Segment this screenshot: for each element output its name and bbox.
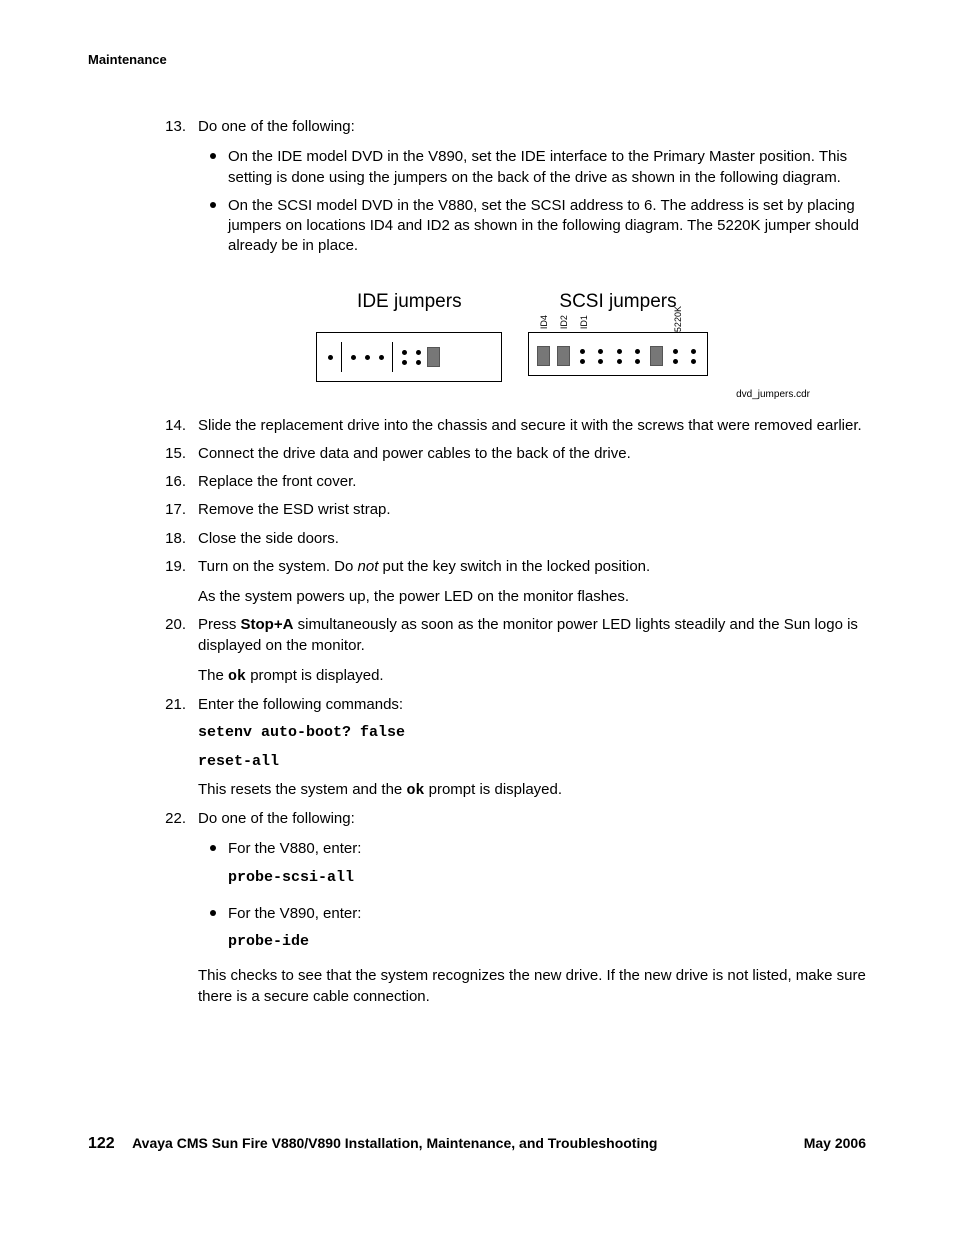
- footer-title: Avaya CMS Sun Fire V880/V890 Installatio…: [132, 1135, 657, 1151]
- subtext-post: prompt is displayed.: [424, 781, 562, 798]
- step-number: 13.: [158, 117, 186, 263]
- step-16: 16. Replace the front cover.: [158, 472, 866, 492]
- step-text-post: simultaneously as soon as the monitor po…: [198, 616, 858, 653]
- scsi-jumper-box: [528, 332, 707, 376]
- bullet-icon: [210, 153, 216, 159]
- command-reset-all: reset-all: [198, 752, 866, 772]
- scsi-pin-labels: ID4 ID2 ID1 5220K: [534, 316, 713, 328]
- step-text: Slide the replacement drive into the cha…: [198, 416, 866, 436]
- step-text: Enter the following commands:: [198, 696, 403, 713]
- step-text-post: put the key switch in the locked positio…: [378, 558, 650, 575]
- step-text: Do one of the following:: [198, 810, 355, 827]
- step-21: 21. Enter the following commands: setenv…: [158, 695, 866, 801]
- step-20: 20. Press Stop+A simultaneously as soon …: [158, 615, 866, 687]
- step-text: Connect the drive data and power cables …: [198, 444, 866, 464]
- bullet-item: For the V890, enter: probe-ide: [198, 904, 866, 961]
- bullet-item: For the V880, enter: probe-scsi-all: [198, 839, 866, 896]
- step-15: 15. Connect the drive data and power cab…: [158, 444, 866, 464]
- step-13: 13. Do one of the following: On the IDE …: [158, 117, 866, 263]
- ok-prompt: ok: [228, 668, 246, 685]
- bullet-item: On the IDE model DVD in the V890, set th…: [198, 147, 866, 188]
- footer-date: May 2006: [804, 1135, 866, 1151]
- step-subtext: As the system powers up, the power LED o…: [198, 587, 866, 607]
- bullet-text: On the SCSI model DVD in the V880, set t…: [228, 196, 866, 257]
- step-text-pre: Press: [198, 616, 241, 633]
- command-probe-scsi: probe-scsi-all: [228, 868, 866, 888]
- step-18: 18. Close the side doors.: [158, 529, 866, 549]
- step-text: Replace the front cover.: [198, 472, 866, 492]
- subtext-pre: This resets the system and the: [198, 781, 406, 798]
- step-22: 22. Do one of the following: For the V88…: [158, 809, 866, 1007]
- emphasis-not: not: [358, 558, 379, 575]
- step-number: 15.: [158, 444, 186, 464]
- section-header: Maintenance: [88, 52, 866, 67]
- step-17: 17. Remove the ESD wrist strap.: [158, 500, 866, 520]
- bullet-icon: [210, 910, 216, 916]
- command-probe-ide: probe-ide: [228, 932, 866, 952]
- step-14: 14. Slide the replacement drive into the…: [158, 416, 866, 436]
- scsi-diagram: SCSI jumpers ID4 ID2 ID1 5220K: [528, 289, 707, 383]
- step-subtext: This checks to see that the system recog…: [198, 966, 866, 1007]
- bullet-item: On the SCSI model DVD in the V880, set t…: [198, 196, 866, 257]
- step-number: 19.: [158, 557, 186, 608]
- ok-prompt: ok: [406, 782, 424, 799]
- step-number: 14.: [158, 416, 186, 436]
- ide-jumper-box: [316, 332, 502, 382]
- step-number: 21.: [158, 695, 186, 801]
- step-text: Remove the ESD wrist strap.: [198, 500, 866, 520]
- step-number: 18.: [158, 529, 186, 549]
- diagram-caption: dvd_jumpers.cdr: [158, 388, 810, 402]
- keycombo: Stop+A: [241, 616, 294, 633]
- step-text: Close the side doors.: [198, 529, 866, 549]
- bullet-icon: [210, 845, 216, 851]
- bullet-text: For the V890, enter:: [228, 905, 361, 922]
- command-setenv: setenv auto-boot? false: [198, 723, 866, 743]
- page-footer: 122 Avaya CMS Sun Fire V880/V890 Install…: [88, 1135, 866, 1153]
- ide-title: IDE jumpers: [316, 289, 502, 315]
- ide-diagram: IDE jumpers: [316, 289, 502, 383]
- step-text: Do one of the following:: [198, 118, 355, 135]
- bullet-icon: [210, 202, 216, 208]
- jumper-diagram: IDE jumpers SCSI jumpers ID4: [158, 289, 866, 383]
- subtext-post: prompt is displayed.: [246, 667, 384, 684]
- step-number: 17.: [158, 500, 186, 520]
- step-number: 22.: [158, 809, 186, 1007]
- subtext-pre: The: [198, 667, 228, 684]
- step-19: 19. Turn on the system. Do not put the k…: [158, 557, 866, 608]
- step-text-pre: Turn on the system. Do: [198, 558, 358, 575]
- page-number: 122: [88, 1135, 115, 1152]
- bullet-text: On the IDE model DVD in the V890, set th…: [228, 147, 866, 188]
- step-number: 16.: [158, 472, 186, 492]
- step-number: 20.: [158, 615, 186, 687]
- bullet-text: For the V880, enter:: [228, 840, 361, 857]
- content-area: 13. Do one of the following: On the IDE …: [158, 117, 866, 1007]
